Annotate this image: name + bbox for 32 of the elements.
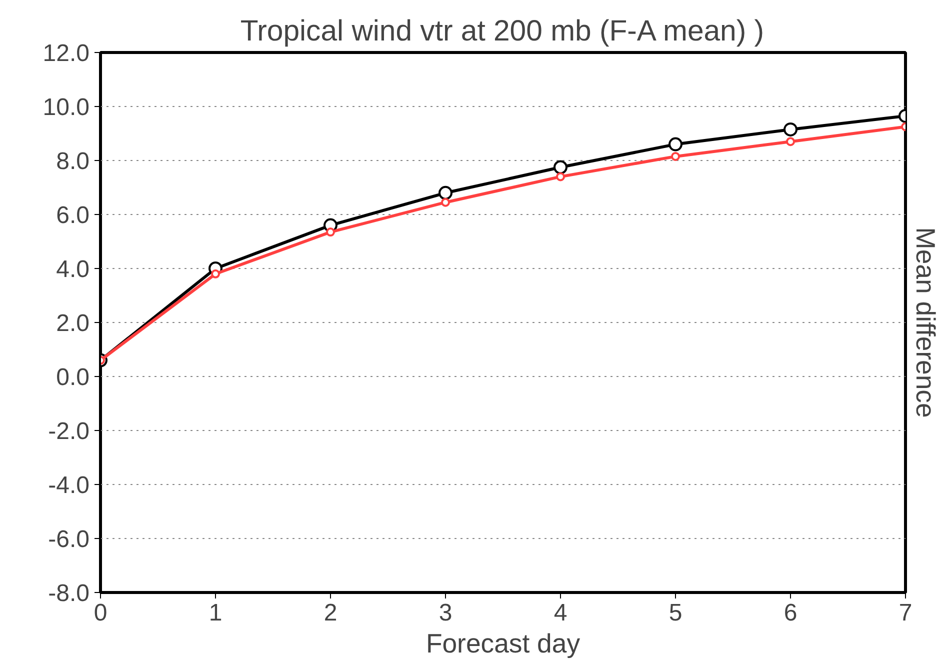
point: [671, 152, 680, 161]
y-axis-title: Mean difference: [910, 227, 940, 418]
point: [554, 160, 568, 174]
point: [441, 198, 450, 207]
x-axis-title: Forecast day: [426, 628, 581, 658]
point: [668, 137, 682, 152]
x-tick-label: 3: [438, 600, 452, 626]
point: [556, 172, 565, 182]
chart-title: Tropical wind vtr at 200 mb (F-A mean) ): [240, 14, 764, 48]
y-tick-label: -6.0: [48, 526, 90, 553]
y-tick-label: 2.0: [56, 310, 90, 337]
x-tick-label: 5: [668, 600, 682, 626]
y-tick-label: 4.0: [56, 256, 90, 283]
y-tick-label: 8.0: [56, 148, 90, 175]
point: [438, 186, 452, 200]
x-tick-label: 6: [784, 600, 798, 626]
x-tick-label: 4: [554, 600, 568, 626]
point: [784, 122, 798, 136]
y-tick-label: 10.0: [42, 94, 90, 121]
y-tick-label: -8.0: [48, 580, 90, 607]
y-tick-label: -4.0: [48, 472, 90, 499]
y-tick-label: 12.0: [42, 40, 90, 67]
point: [211, 269, 220, 278]
x-tick-label: 2: [324, 600, 338, 626]
x-tick-label: 0: [94, 600, 108, 626]
y-tick-label: 0.0: [56, 364, 90, 391]
y-tick-label: 6.0: [56, 202, 90, 229]
x-tick-label: 1: [208, 600, 222, 626]
x-tick-label: 7: [898, 600, 912, 626]
y-tick-label: -2.0: [48, 418, 90, 445]
point: [786, 137, 795, 146]
point: [326, 228, 335, 237]
